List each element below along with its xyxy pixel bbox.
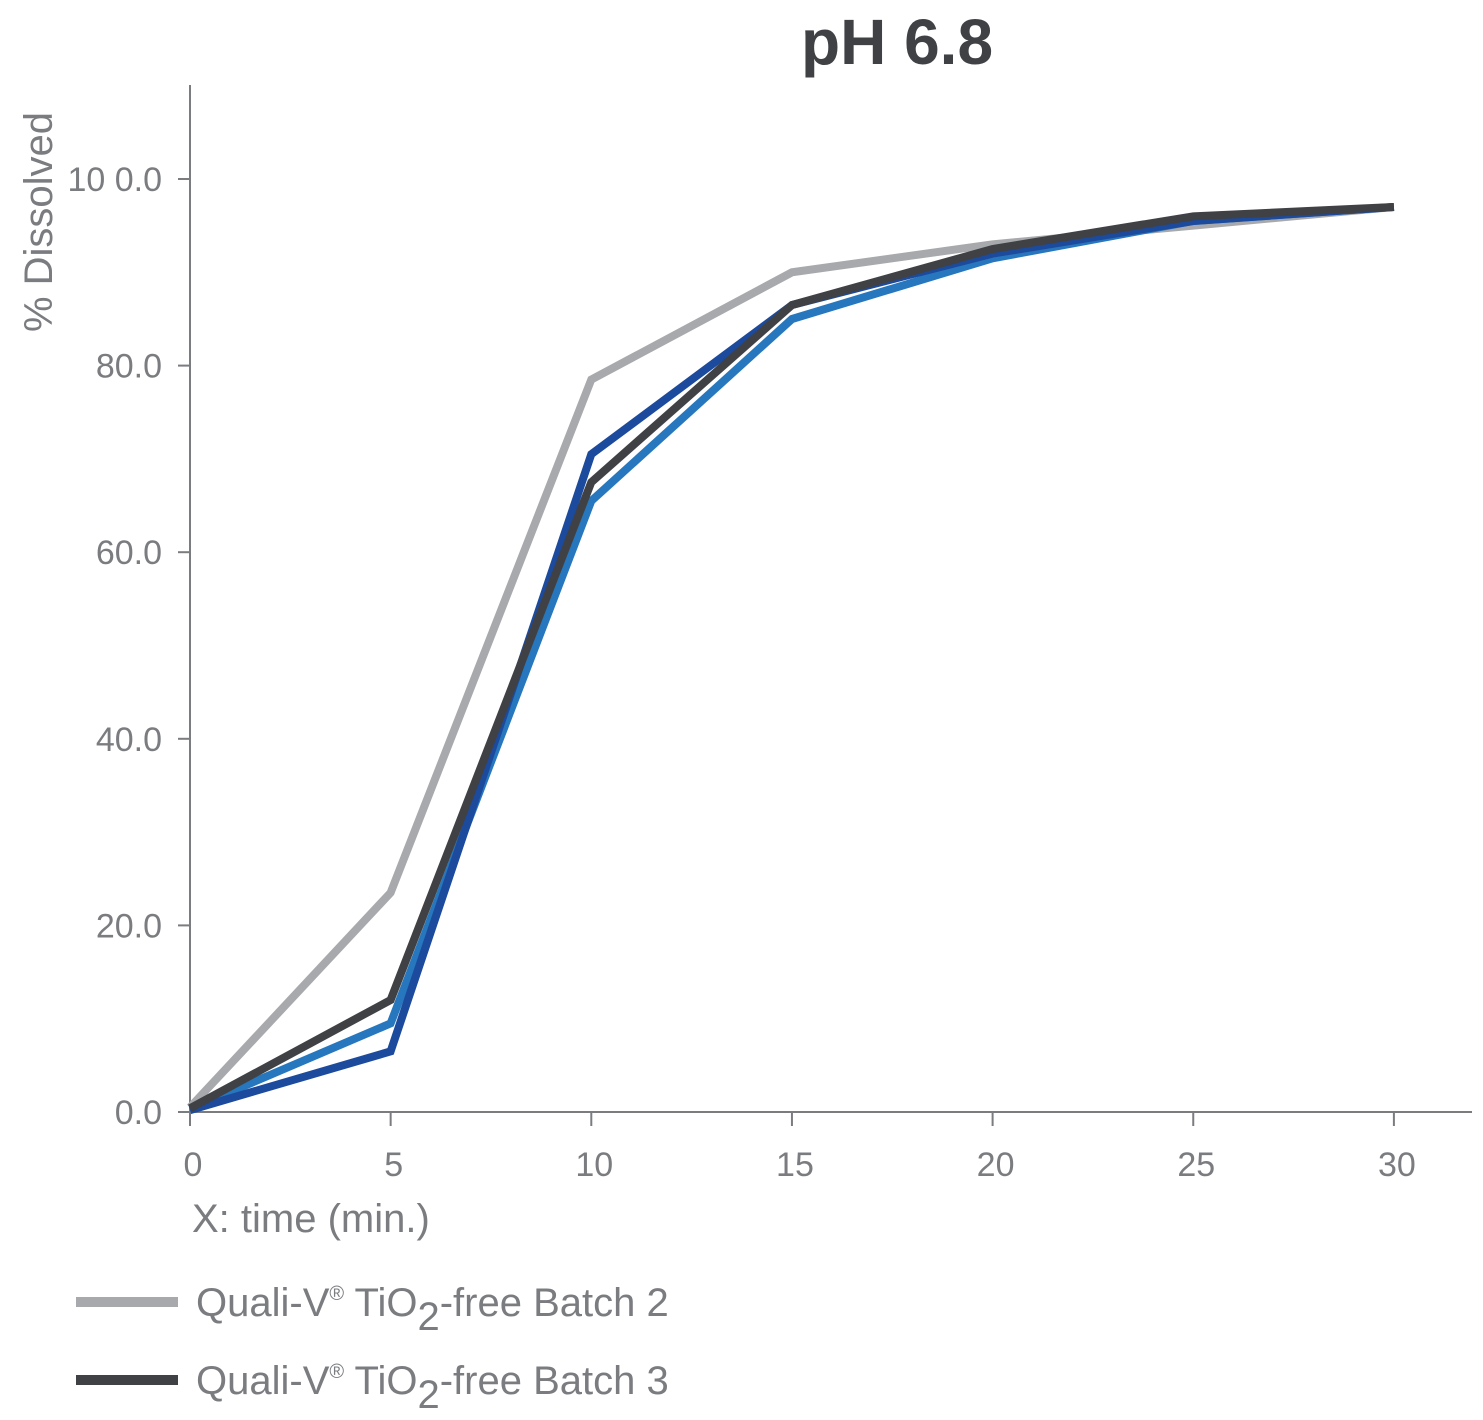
series-line-4 xyxy=(188,203,1395,1112)
series-line-3 xyxy=(188,203,1395,1114)
chart-title: pH 6.8 xyxy=(801,6,993,78)
x-tick-label: 30 xyxy=(1378,1146,1416,1184)
y-tick-label: 40.0 xyxy=(96,721,162,759)
legend-label: Quali-V® TiO2-free Batch 2 xyxy=(196,1281,669,1339)
series-line-2 xyxy=(188,203,1395,1113)
y-tick-label: 0.0 xyxy=(115,1094,162,1132)
y-tick-label: 10 0.0 xyxy=(67,161,162,199)
y-tick-label: 80.0 xyxy=(96,348,162,386)
x-tick-label: 20 xyxy=(977,1146,1015,1184)
y-axis-title: % Dissolved xyxy=(17,112,61,332)
axes: 0.0 20.0 40.0 60.0 80.0 10 0.0 0 5 10 15 20 25 30 X: … xyxy=(17,85,1472,1241)
x-tick-label: 15 xyxy=(776,1146,814,1184)
legend: Quali-V® TiO2-free Batch 2 Quali-V® TiO2-… xyxy=(76,1281,669,1417)
series-lines xyxy=(187,203,1395,1114)
y-tick-label: 20.0 xyxy=(96,907,162,945)
x-tick-label: 0 xyxy=(184,1146,203,1184)
x-tick-label: 25 xyxy=(1177,1146,1215,1184)
y-tick-label: 60.0 xyxy=(96,534,162,572)
series-line-1 xyxy=(187,203,1395,1111)
x-axis-title: X: time (min.) xyxy=(192,1197,430,1241)
x-tick-label: 5 xyxy=(384,1146,403,1184)
x-tick-label: 10 xyxy=(575,1146,613,1184)
legend-label: Quali-V® TiO2-free Batch 3 xyxy=(196,1359,669,1417)
